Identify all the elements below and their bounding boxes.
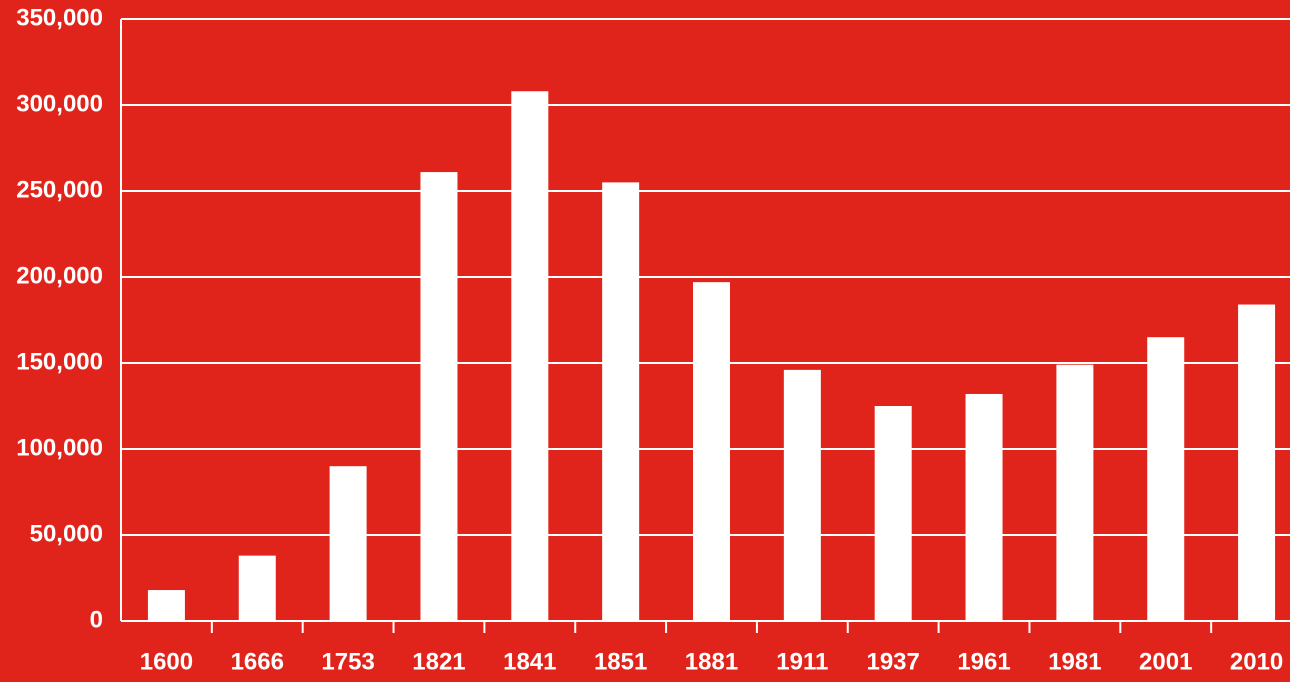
y-tick-label: 150,000 [16,348,103,375]
y-tick-label: 50,000 [30,520,103,547]
bar-1753 [329,466,367,621]
bar-1937 [874,406,912,621]
bar-1981 [1056,364,1094,621]
x-tick-label: 1981 [1048,648,1101,675]
x-tick-label: 2001 [1139,648,1192,675]
bar-1841 [511,91,549,622]
x-tick-label: 1961 [957,648,1010,675]
x-tick-label: 1666 [231,648,284,675]
x-tick-label: 1841 [503,648,556,675]
x-tick-label: 2010 [1230,648,1283,675]
y-tick-label: 200,000 [16,262,103,289]
x-tick-label: 1881 [685,648,738,675]
y-tick-label: 0 [90,606,103,633]
bar-1821 [420,172,458,621]
bar-2010 [1238,304,1276,621]
bar-1600 [147,590,185,621]
x-tick-label: 1851 [594,648,647,675]
bar-1666 [238,555,276,621]
y-tick-label: 100,000 [16,434,103,461]
bar-1851 [602,182,640,621]
x-axis: 1600 1666 1753 1821 1841 1851 1881 1911 1937 1961… [121,620,1290,675]
y-tick-label: 350,000 [16,4,103,31]
y-axis: 0 50,000 100,000 150,000 200,000 250,000 300,0… [16,4,122,633]
bar-2001 [1147,337,1185,621]
x-tick-label: 1821 [412,648,465,675]
x-tick-label: 1600 [140,648,193,675]
y-tick-label: 250,000 [16,176,103,203]
y-tick-label: 300,000 [16,90,103,117]
bar-1911 [783,369,821,621]
bar-1881 [693,282,730,621]
bar-1961 [965,393,1003,621]
x-tick-label: 1911 [776,648,828,675]
x-tick-label: 1753 [321,648,374,675]
x-tick-label: 1937 [866,648,919,675]
bars [147,91,1276,622]
